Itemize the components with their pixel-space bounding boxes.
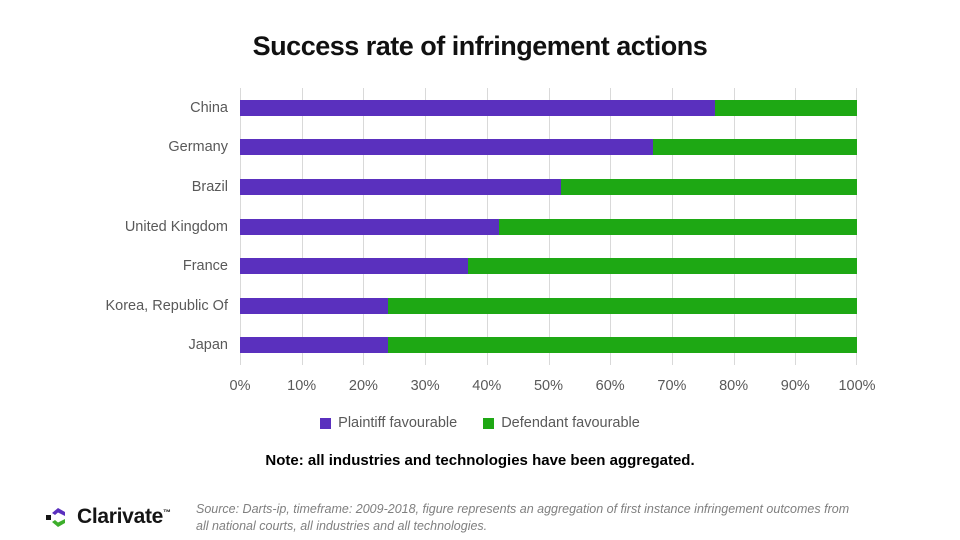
x-tick-label: 10% bbox=[287, 378, 317, 394]
category-label: United Kingdom bbox=[124, 218, 228, 235]
bar-segment-plaintiff bbox=[240, 218, 500, 235]
bar-row bbox=[240, 167, 857, 207]
category-label: China bbox=[190, 99, 228, 116]
x-tick-label: 100% bbox=[838, 378, 876, 394]
legend-label: Plaintiff favourable bbox=[338, 415, 458, 431]
legend: Plaintiff favourable Defendant favourable bbox=[0, 415, 960, 431]
bar-row bbox=[240, 286, 857, 326]
stacked-bar bbox=[240, 99, 857, 116]
x-tick-label: 60% bbox=[595, 378, 625, 394]
clarivate-logo-mark-icon bbox=[46, 507, 65, 527]
bar-row bbox=[240, 246, 857, 286]
x-tick-label: 20% bbox=[348, 378, 378, 394]
stacked-bar bbox=[240, 297, 857, 314]
clarivate-logo: Clarivate™ bbox=[44, 501, 171, 533]
category-label: Germany bbox=[168, 139, 228, 156]
bar-segment-plaintiff bbox=[240, 178, 561, 195]
bar-segment-defendant bbox=[388, 337, 857, 354]
legend-swatch-icon bbox=[320, 417, 332, 429]
bar-segment-defendant bbox=[560, 178, 857, 195]
x-tick-label: 0% bbox=[229, 378, 251, 394]
bar-segment-plaintiff bbox=[240, 258, 469, 275]
legend-swatch-icon bbox=[483, 417, 495, 429]
x-axis: 0% 10% 20% 30% 40% 50% 60% 70% 80% 90% 100% bbox=[230, 378, 876, 398]
bar-segment-defendant bbox=[499, 218, 857, 235]
x-tick-label: 40% bbox=[472, 378, 502, 394]
legend-label: Defendant favourable bbox=[501, 415, 640, 431]
bar-row bbox=[240, 88, 857, 128]
stacked-bar bbox=[240, 337, 857, 354]
bar-segment-defendant bbox=[653, 139, 857, 156]
bar-segment-plaintiff bbox=[240, 139, 654, 156]
plot-area bbox=[240, 88, 857, 365]
stacked-bar bbox=[240, 178, 857, 195]
x-tick-label: 90% bbox=[780, 378, 810, 394]
bar-row bbox=[240, 325, 857, 365]
bar-segment-defendant bbox=[468, 258, 857, 275]
clarivate-wordmark: Clarivate™ bbox=[77, 505, 171, 528]
category-label: Japan bbox=[188, 337, 228, 354]
chart-title: Success rate of infringement actions bbox=[252, 31, 708, 61]
category-label: Brazil bbox=[191, 178, 228, 195]
source-text: Source: Darts-ip, timeframe: 2009-2018, … bbox=[196, 502, 850, 533]
x-tick-label: 80% bbox=[719, 378, 749, 394]
legend-item: Defendant favourable bbox=[483, 415, 640, 431]
category-label: Korea, Republic Of bbox=[105, 297, 228, 314]
trademark-symbol: ™ bbox=[163, 508, 171, 517]
bar-segment-plaintiff bbox=[240, 297, 389, 314]
bar-segment-plaintiff bbox=[240, 337, 389, 354]
legend-item: Plaintiff favourable bbox=[320, 415, 457, 431]
x-tick-label: 30% bbox=[410, 378, 440, 394]
category-label: France bbox=[182, 258, 228, 275]
stacked-bar bbox=[240, 218, 857, 235]
bar-segment-plaintiff bbox=[240, 99, 716, 116]
bar-row bbox=[240, 128, 857, 168]
bar-segment-defendant bbox=[715, 99, 857, 116]
x-tick-label: 50% bbox=[533, 378, 564, 394]
bar-row bbox=[240, 207, 857, 247]
x-tick-label: 70% bbox=[657, 378, 687, 394]
bar-segment-defendant bbox=[388, 297, 857, 314]
stacked-bar bbox=[240, 139, 857, 156]
category-axis: China Germany Brazil United Kingdom France Ko… bbox=[0, 88, 228, 365]
bar-rows bbox=[240, 88, 857, 365]
note-text: Note: all industries and technologies ha… bbox=[265, 452, 695, 469]
stacked-bar bbox=[240, 258, 857, 275]
